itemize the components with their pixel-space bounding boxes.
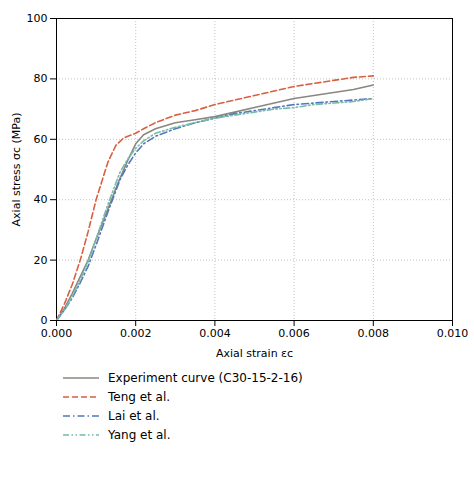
html-text:Teng et al.: Teng et al. [108,389,171,404]
html-text:Experiment curve (C30-15-2-16): Experiment curve (C30-15-2-16) [108,370,303,385]
svg-text:Axial stress σc (MPa): Axial stress σc (MPa) [10,113,23,227]
svg-text:0.002: 0.002 [120,327,152,340]
svg-text:Axial strain εc: Axial strain εc [216,347,293,360]
svg-text:0.004: 0.004 [199,327,231,340]
svg-text:0.010: 0.010 [437,327,468,340]
html-text:Yang et al.: Yang et al. [108,427,171,442]
svg-text:0.000: 0.000 [41,327,73,340]
svg-text:80: 80 [34,72,48,85]
svg-text:100: 100 [27,12,48,25]
svg-text:20: 20 [34,254,48,267]
html-text:Lai et al.: Lai et al. [108,408,160,423]
svg-text:0.006: 0.006 [278,327,310,340]
svg-text:0: 0 [41,314,48,327]
svg-text:60: 60 [34,133,48,146]
svg-text:0.008: 0.008 [358,327,390,340]
svg-text:40: 40 [34,193,48,206]
